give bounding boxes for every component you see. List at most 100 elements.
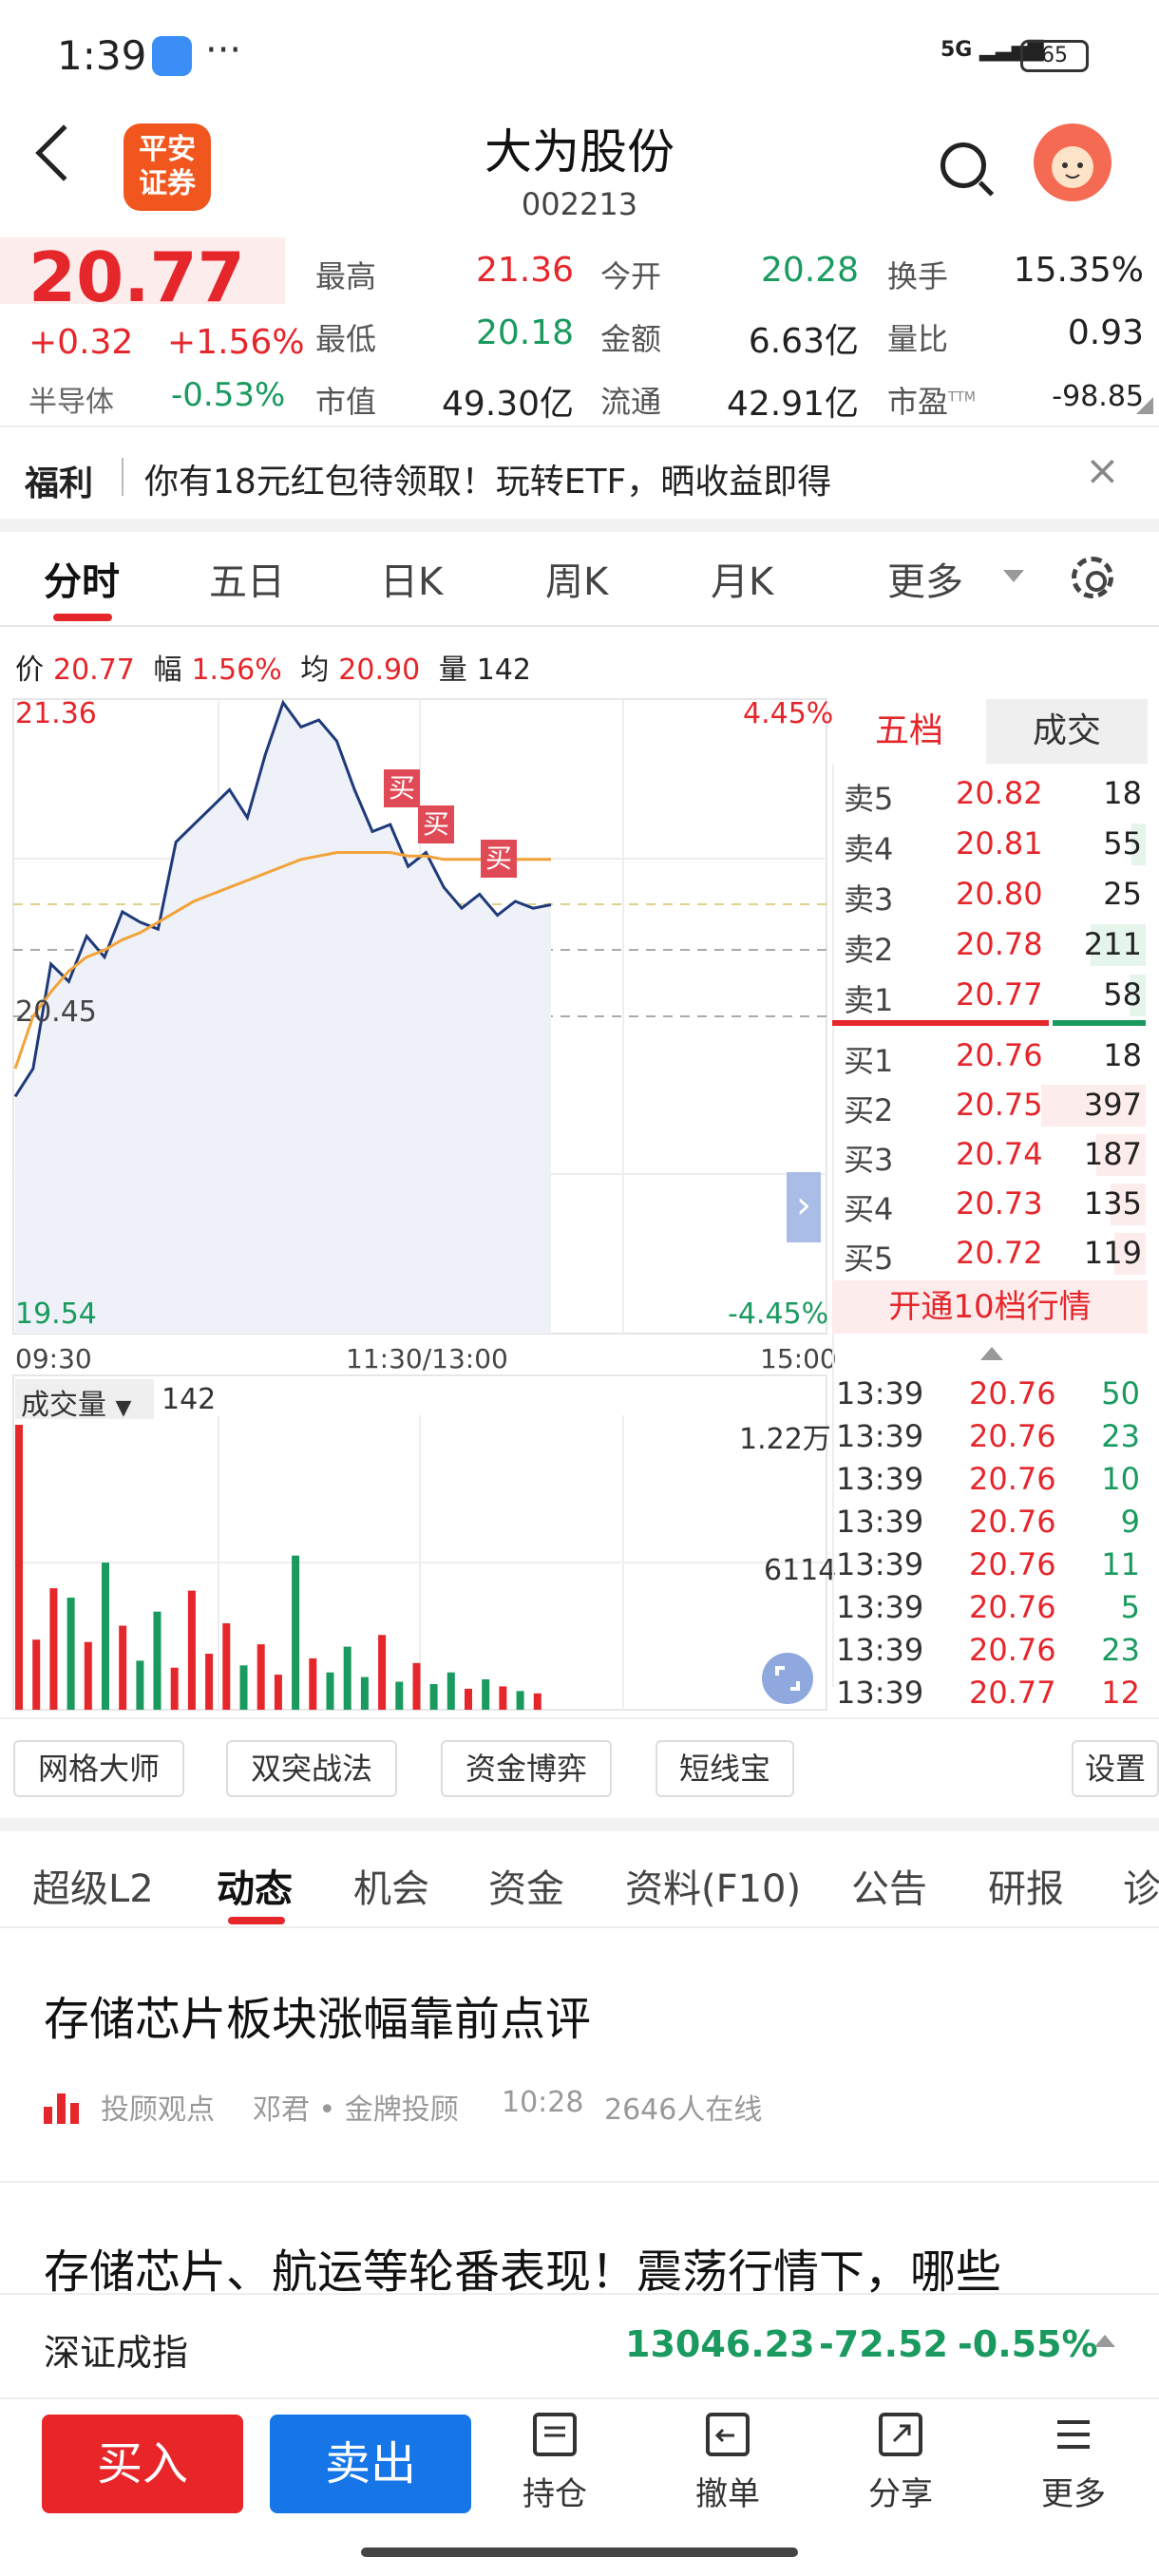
tab-weekly-k[interactable]: 周K bbox=[545, 560, 609, 604]
bid-row[interactable]: 买1 20.76 18 bbox=[842, 1032, 1146, 1079]
cloud-icon bbox=[152, 36, 192, 76]
volume-bar bbox=[516, 1691, 524, 1710]
volume-bar bbox=[533, 1693, 542, 1710]
tab-super-l2[interactable]: 超级L2 bbox=[32, 1867, 154, 1911]
buy-marker[interactable]: 买 bbox=[418, 805, 454, 843]
tool-capital-game[interactable]: 资金博弈 bbox=[441, 1740, 612, 1797]
level-price: 20.76 bbox=[956, 1037, 1043, 1073]
y-axis-prev-close: 20.45 bbox=[15, 995, 97, 1029]
divider bbox=[0, 2181, 1159, 2183]
tab-monthly-k[interactable]: 月K bbox=[711, 560, 774, 604]
news-title[interactable]: 存储芯片板块涨幅靠前点评 bbox=[44, 1993, 592, 2046]
level-label: 卖4 bbox=[844, 831, 894, 867]
trade-time: 13:39 bbox=[836, 1418, 924, 1454]
tab-research[interactable]: 研报 bbox=[988, 1867, 1064, 1911]
sell-button[interactable]: 卖出 bbox=[270, 2415, 471, 2513]
list-doc-icon bbox=[533, 2413, 577, 2456]
volume-bar bbox=[187, 1590, 196, 1710]
trade-row: 13:39 20.76 5 bbox=[836, 1587, 1144, 1630]
trade-row: 13:39 20.76 23 bbox=[836, 1416, 1144, 1459]
volume-bar bbox=[15, 1425, 23, 1710]
nav-cancel-order[interactable]: 撤单 bbox=[671, 2413, 785, 2527]
bid-row[interactable]: 买3 20.74 187 bbox=[842, 1130, 1146, 1178]
trade-time: 13:39 bbox=[836, 1546, 924, 1582]
level-price: 20.73 bbox=[956, 1185, 1043, 1222]
bid-row[interactable]: 买2 20.75 397 bbox=[842, 1081, 1146, 1128]
volume-selector[interactable]: 成交量 ▼ bbox=[15, 1379, 154, 1422]
buy-marker[interactable]: 买 bbox=[384, 769, 420, 807]
price-highlight bbox=[0, 237, 285, 304]
chevron-down-icon[interactable] bbox=[1003, 570, 1024, 582]
tab-news-feed[interactable]: 动态 bbox=[217, 1867, 293, 1911]
volume-bar bbox=[412, 1662, 421, 1710]
tab-opportunity[interactable]: 机会 bbox=[353, 1867, 429, 1911]
tab-intraday[interactable]: 分时 bbox=[44, 560, 120, 604]
nav-more[interactable]: 更多 bbox=[1016, 2413, 1130, 2527]
nav-label: 更多 bbox=[1041, 2475, 1106, 2513]
info-avg-label: 均 bbox=[300, 653, 330, 687]
tool-grid-master[interactable]: 网格大师 bbox=[13, 1740, 184, 1797]
ask-row[interactable]: 卖2 20.78 211 bbox=[842, 920, 1146, 968]
tab-trades[interactable]: 成交 bbox=[986, 699, 1148, 764]
stat-value-open: 20.28 bbox=[760, 251, 859, 290]
ask-row[interactable]: 卖1 20.77 58 bbox=[842, 971, 1146, 1018]
tab-more[interactable]: 更多 bbox=[887, 560, 963, 604]
chevron-up-icon[interactable] bbox=[1094, 2335, 1115, 2347]
search-icon[interactable] bbox=[940, 142, 986, 188]
tab-capital[interactable]: 资金 bbox=[488, 1867, 564, 1911]
tool-settings[interactable]: 设置 bbox=[1072, 1740, 1159, 1797]
level-price: 20.74 bbox=[956, 1136, 1043, 1172]
buy-marker[interactable]: 买 bbox=[481, 840, 517, 878]
promo-text[interactable]: 你有18元红包待领取！玩转ETF，晒收益即得 bbox=[144, 463, 832, 502]
nav-positions[interactable]: 持仓 bbox=[498, 2413, 612, 2527]
index-ticker-bar[interactable] bbox=[0, 2293, 1159, 2397]
tool-double-breakout[interactable]: 双突战法 bbox=[226, 1740, 397, 1797]
tool-short-term[interactable]: 短线宝 bbox=[656, 1740, 794, 1797]
level-price: 20.77 bbox=[956, 976, 1043, 1013]
section-tab-underline bbox=[228, 1917, 285, 1924]
volume-bar bbox=[239, 1665, 248, 1710]
tab-diagnosis[interactable]: 诊 bbox=[1123, 1867, 1159, 1911]
chevron-up-icon[interactable] bbox=[980, 1347, 1003, 1360]
open-level2-button[interactable]: 开通10档行情 bbox=[832, 1280, 1148, 1334]
close-icon[interactable]: × bbox=[1085, 446, 1120, 495]
expand-corner-icon[interactable] bbox=[1136, 397, 1153, 414]
ask-row[interactable]: 卖4 20.81 55 bbox=[842, 820, 1146, 867]
trade-row: 13:39 20.76 10 bbox=[836, 1459, 1144, 1502]
level-volume: 187 bbox=[1083, 1136, 1142, 1172]
volume-bar bbox=[170, 1667, 179, 1710]
stat-value-turnover: 15.35% bbox=[1013, 251, 1144, 290]
tab-daily-k[interactable]: 日K bbox=[380, 560, 444, 604]
bid-row[interactable]: 买4 20.73 135 bbox=[842, 1180, 1146, 1227]
sector-name[interactable]: 半导体 bbox=[28, 386, 114, 419]
info-price: 20.77 bbox=[53, 653, 135, 687]
level-price: 20.81 bbox=[956, 825, 1043, 862]
volume-bar bbox=[1091, 924, 1146, 966]
ask-row[interactable]: 卖3 20.80 25 bbox=[842, 870, 1146, 918]
tab-five-day[interactable]: 五日 bbox=[209, 560, 285, 604]
trade-price: 20.76 bbox=[969, 1375, 1056, 1411]
back-icon[interactable] bbox=[35, 124, 92, 181]
info-amp: 1.56% bbox=[191, 653, 282, 687]
fullscreen-icon[interactable] bbox=[762, 1653, 813, 1704]
volume-bar bbox=[153, 1611, 162, 1710]
avatar[interactable] bbox=[1034, 123, 1112, 201]
trade-row: 13:39 20.76 50 bbox=[836, 1373, 1144, 1416]
news-title[interactable]: 存储芯片、航运等轮番表现！震荡行情下，哪些 bbox=[44, 2245, 1002, 2299]
level-label: 卖2 bbox=[844, 932, 894, 968]
gear-icon[interactable] bbox=[1072, 557, 1113, 598]
ask-row[interactable]: 卖5 20.82 18 bbox=[842, 769, 1146, 817]
intraday-chart[interactable] bbox=[0, 693, 836, 1719]
index-value: 13046.23 bbox=[625, 2323, 815, 2365]
stat-value-float-cap: 42.91亿 bbox=[726, 385, 859, 424]
expand-panel-icon[interactable]: › bbox=[787, 1172, 821, 1242]
bid-row[interactable]: 买5 20.72 119 bbox=[842, 1229, 1146, 1277]
index-change-pct: -0.55% bbox=[958, 2323, 1098, 2365]
nav-share[interactable]: 分享 bbox=[844, 2413, 958, 2527]
buy-button[interactable]: 买入 bbox=[42, 2415, 243, 2513]
volume-bar bbox=[1041, 1085, 1146, 1127]
tab-five-level[interactable]: 五档 bbox=[832, 699, 986, 764]
undo-icon bbox=[706, 2413, 750, 2456]
tab-announcements[interactable]: 公告 bbox=[851, 1867, 927, 1911]
tab-f10[interactable]: 资料(F10) bbox=[625, 1867, 802, 1911]
